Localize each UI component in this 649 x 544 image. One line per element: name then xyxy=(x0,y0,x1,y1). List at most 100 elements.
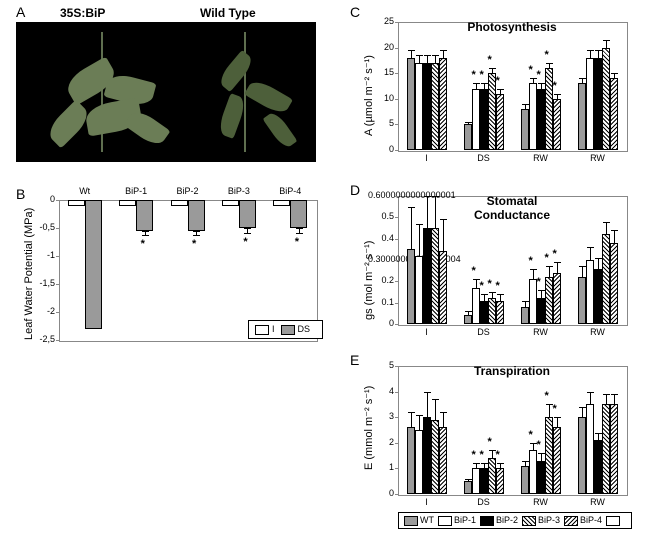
panel-c-chart-sig-star: * xyxy=(537,69,541,81)
panel-e-chart-xcat: DS xyxy=(455,497,512,507)
panel-d-chart-bar xyxy=(521,307,529,324)
panel-c-chart-bar xyxy=(553,99,561,150)
legend-cde: WTBiP-1BiP-2BiP-3BiP-4 xyxy=(398,512,632,529)
panel-b-chart-bar xyxy=(188,200,205,231)
panel-e-chart-title: Transpiration xyxy=(452,364,572,378)
panel-label-a: A xyxy=(16,4,25,20)
panel-c-chart-bar xyxy=(537,89,545,150)
panel-d-chart-ytick: 0.5 xyxy=(368,211,394,221)
panel-b-chart-sig-star: * xyxy=(243,236,247,248)
panel-c-chart-bar xyxy=(464,124,472,150)
panel-d-chart-sig-star: * xyxy=(496,280,500,292)
panel-c-chart-bar xyxy=(578,83,586,150)
panel-c-chart-bar xyxy=(415,63,423,150)
panel-d-chart-xcat: RW xyxy=(512,327,569,337)
panel-c-chart-bar xyxy=(586,58,594,150)
panel-c-chart-sig-star: * xyxy=(472,69,476,81)
panel-c-chart-xcat: DS xyxy=(455,153,512,163)
panel-b-chart-bar xyxy=(68,200,85,206)
panel-b-chart-xcat: BiP-2 xyxy=(162,186,213,196)
panel-d-chart-bar xyxy=(553,273,561,324)
panel-e-chart-sig-star: * xyxy=(472,449,476,461)
panel-c-chart-sig-star: * xyxy=(553,80,557,92)
panel-d-chart-bar xyxy=(594,269,602,324)
panel-c-chart-bar xyxy=(610,78,618,150)
panel-e-chart-sig-star: * xyxy=(553,403,557,415)
panel-b-chart-xcat: Wt xyxy=(59,186,110,196)
panel-d-chart-sig-star: * xyxy=(529,255,533,267)
panel-d-chart-sig-star: * xyxy=(488,278,492,290)
panel-d-chart-title: Stomatal Conductance xyxy=(452,194,572,222)
panel-e-chart-ytick: 0 xyxy=(368,488,394,498)
panel-e-chart-bar xyxy=(594,440,602,494)
panel-c-chart-sig-star: * xyxy=(529,64,533,76)
panel-e-chart-sig-star: * xyxy=(537,439,541,451)
panel-e-chart-xcat: I xyxy=(398,497,455,507)
panel-c-chart-bar xyxy=(496,94,504,150)
panel-e-chart-bar xyxy=(521,466,529,494)
panel-c-chart-bar xyxy=(439,58,447,150)
panel-e-chart-bar xyxy=(439,427,447,494)
panel-c-chart-xcat: I xyxy=(398,153,455,163)
panel-d-chart-bar xyxy=(610,243,618,324)
panel-d-chart-bar xyxy=(529,279,537,324)
panel-c-chart-bar xyxy=(423,63,431,150)
panel-e-chart-bar xyxy=(472,468,480,494)
panel-d-chart-bar xyxy=(537,298,545,324)
panel-c-chart-bar xyxy=(407,58,415,150)
panel-c-chart-ylabel: A (µmol m⁻² s⁻¹) xyxy=(362,55,375,136)
panel-e-chart-bar xyxy=(496,468,504,494)
panel-label-b: B xyxy=(16,186,25,202)
panel-c-chart-bar xyxy=(472,89,480,150)
panel-d-chart-bar xyxy=(439,251,447,324)
panel-d-chart-bar xyxy=(545,277,553,324)
panel-d-chart-bar xyxy=(480,301,488,324)
panel-d-chart-sig-star: * xyxy=(545,252,549,264)
panel-d-chart-sig-star: * xyxy=(537,276,541,288)
panel-c-chart-ytick: 20 xyxy=(368,42,394,52)
panel-d-chart-bar xyxy=(586,260,594,324)
panel-e-chart-sig-star: * xyxy=(545,390,549,402)
panel-c-chart-sig-star: * xyxy=(488,54,492,66)
panel-d-chart-sig-star: * xyxy=(472,265,476,277)
panel-b-chart-xcat: BiP-4 xyxy=(265,186,316,196)
panel-c-chart-bar xyxy=(431,63,439,150)
panel-b-chart-ylabel: Leaf Water Potential (MPa) xyxy=(23,208,35,340)
panel-d-chart-bar xyxy=(464,315,472,324)
panel-d-chart-bar xyxy=(602,234,610,324)
panel-c-chart-bar xyxy=(480,89,488,150)
panel-e-chart-ylabel: E (mmol m⁻² s⁻¹) xyxy=(362,386,375,470)
panel-e-chart-bar xyxy=(464,481,472,494)
panel-b-chart-bar xyxy=(290,200,307,228)
panel-b-chart-sig-star: * xyxy=(295,236,299,248)
panel-c-chart-ytick: 25 xyxy=(368,16,394,26)
panel-c-chart-bar xyxy=(545,68,553,150)
panel-b-chart-ytick: 0 xyxy=(29,194,55,204)
panel-b-chart-bar xyxy=(119,200,136,206)
panel-c-chart-bar xyxy=(488,73,496,150)
panel-d-chart-bar xyxy=(488,298,496,324)
panel-c-chart-bar xyxy=(521,109,529,150)
panel-d-chart-ytick: 0.6000000000000001 xyxy=(368,190,394,200)
panel-e-chart-bar xyxy=(407,427,415,494)
panel-e-chart-bar xyxy=(578,417,586,494)
panel-e-chart-bar xyxy=(602,404,610,494)
panel-b-chart-sig-star: * xyxy=(141,238,145,250)
panel-b-chart-sig-star: * xyxy=(192,238,196,250)
panel-label-e: E xyxy=(350,352,359,368)
panel-b-chart-bar xyxy=(136,200,153,231)
panel-e-chart-bar xyxy=(488,458,496,494)
panel-d-chart-sig-star: * xyxy=(553,248,557,260)
panel-c-chart-xcat: RW xyxy=(569,153,626,163)
panel-b-chart-xcat: BiP-1 xyxy=(110,186,161,196)
panel-e-chart-sig-star: * xyxy=(529,429,533,441)
panel-e-chart-bar xyxy=(480,468,488,494)
panel-e-chart-sig-star: * xyxy=(480,449,484,461)
panel-b-chart-bar xyxy=(85,200,102,329)
panel-a-photo xyxy=(16,22,316,162)
panel-c-chart-bar xyxy=(594,58,602,150)
panel-a-label-right: Wild Type xyxy=(200,6,256,20)
panel-e-chart-xcat: RW xyxy=(569,497,626,507)
panel-c-chart-ytick: 0 xyxy=(368,144,394,154)
panel-e-chart-bar xyxy=(423,417,431,494)
